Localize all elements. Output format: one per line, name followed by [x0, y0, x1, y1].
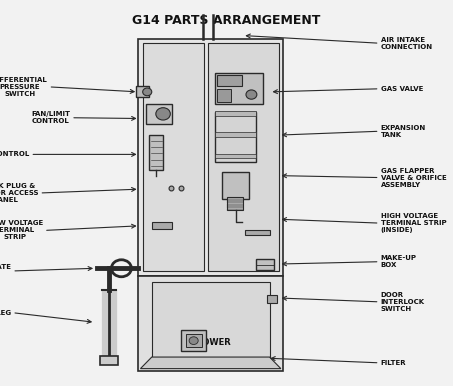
Text: FILTER: FILTER [381, 360, 406, 366]
Bar [146, 104, 172, 124]
Bar [181, 330, 206, 351]
Bar [138, 276, 283, 371]
Bar [227, 197, 243, 210]
Bar [245, 230, 270, 235]
Bar [217, 89, 231, 102]
Circle shape [189, 337, 198, 344]
Bar [186, 334, 202, 347]
Text: BLOWER: BLOWER [191, 338, 231, 347]
Bar [217, 75, 242, 86]
Bar [143, 43, 204, 271]
Text: CONDENSATE
OUTLET: CONDENSATE OUTLET [0, 264, 11, 278]
Text: SPARK PLUG &
SENSOR ACCESS
PANEL: SPARK PLUG & SENSOR ACCESS PANEL [0, 183, 39, 203]
Text: DIFFERENTIAL
PRESSURE
SWITCH: DIFFERENTIAL PRESSURE SWITCH [0, 77, 48, 97]
Circle shape [156, 108, 170, 120]
Bar [100, 356, 118, 365]
Text: HIGH VOLTAGE
TERMINAL STRIP
(INSIDE): HIGH VOLTAGE TERMINAL STRIP (INSIDE) [381, 213, 446, 233]
Text: IGNITION CONTROL: IGNITION CONTROL [0, 151, 29, 157]
Bar [267, 295, 277, 303]
Bar [215, 73, 263, 104]
Text: GAS FLAPPER
VALVE & ORIFICE
ASSEMBLY: GAS FLAPPER VALVE & ORIFICE ASSEMBLY [381, 168, 446, 188]
Text: AIR INTAKE
CONNECTION: AIR INTAKE CONNECTION [381, 37, 433, 50]
Text: FAN/LIMIT
CONTROL: FAN/LIMIT CONTROL [31, 111, 70, 124]
Bar [256, 259, 274, 270]
Text: G14 PARTS ARRANGEMENT: G14 PARTS ARRANGEMENT [132, 14, 321, 27]
Text: LOW VOLTAGE
TERMINAL
STRIP: LOW VOLTAGE TERMINAL STRIP [0, 220, 43, 240]
Bar [136, 86, 149, 97]
Text: DRIP LEG: DRIP LEG [0, 310, 11, 316]
Text: EXPANSION
TANK: EXPANSION TANK [381, 125, 426, 138]
Bar [149, 135, 163, 170]
Bar [215, 154, 256, 158]
Bar [215, 111, 256, 116]
Bar [152, 222, 172, 229]
Bar [152, 282, 270, 365]
Text: DOOR
INTERLOCK
SWITCH: DOOR INTERLOCK SWITCH [381, 292, 424, 312]
Circle shape [143, 88, 152, 96]
Bar [208, 43, 279, 271]
Text: MAKE-UP
BOX: MAKE-UP BOX [381, 255, 416, 268]
Bar [215, 112, 256, 162]
Polygon shape [140, 357, 281, 369]
Bar [138, 39, 283, 276]
Bar [222, 172, 249, 199]
Text: GAS VALVE: GAS VALVE [381, 86, 423, 92]
Circle shape [246, 90, 257, 99]
Bar [215, 132, 256, 137]
